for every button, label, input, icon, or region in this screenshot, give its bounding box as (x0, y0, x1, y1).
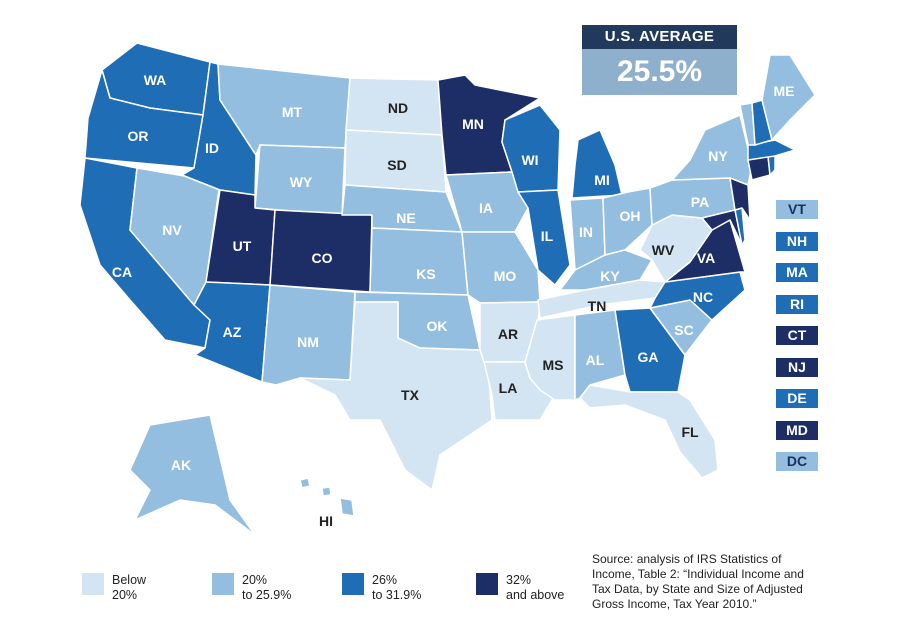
state-HI[interactable] (299, 477, 311, 489)
legend-swatch (82, 573, 104, 595)
state-label-me: ME (774, 83, 795, 99)
state-label-ut: UT (233, 238, 252, 254)
state-label-ks: KS (416, 266, 435, 282)
state-label-tx: TX (401, 387, 420, 403)
legend-swatch (342, 573, 364, 595)
state-label-mi: MI (594, 172, 610, 188)
state-label-ar: AR (498, 326, 518, 342)
state-label-il: IL (541, 228, 554, 244)
state-label-tn: TN (588, 298, 607, 314)
us-average-label: U.S. AVERAGE (582, 25, 737, 49)
small-state-md[interactable]: MD (776, 420, 818, 440)
state-label-nc: NC (693, 289, 713, 305)
state-label-mn: MN (462, 116, 484, 132)
legend-label: 20% to 25.9% (242, 573, 292, 602)
small-state-de[interactable]: DE (776, 389, 818, 408)
legend-32-and-above: 32% and above (476, 573, 596, 603)
state-label-sd: SD (387, 157, 406, 173)
legend-label: 26% to 31.9% (372, 573, 422, 602)
state-label-ca: CA (112, 264, 132, 280)
state-label-ny: NY (708, 148, 728, 164)
state-label-al: AL (586, 352, 605, 368)
state-label-wy: WY (290, 174, 313, 190)
state-label-wa: WA (144, 72, 167, 88)
state-IA[interactable] (445, 171, 529, 233)
small-state-dc[interactable]: DC (776, 452, 818, 471)
state-label-ky: KY (600, 268, 620, 284)
state-label-ms: MS (543, 357, 564, 373)
state-label-ok: OK (427, 318, 448, 334)
state-label-nv: NV (162, 222, 182, 238)
state-HI-2[interactable] (321, 486, 332, 497)
state-label-nm: NM (297, 334, 319, 350)
state-label-ia: IA (479, 200, 493, 216)
state-MD[interactable] (701, 209, 743, 246)
state-label-oh: OH (620, 208, 641, 224)
us-average-box: U.S. AVERAGE 25.5% (582, 25, 737, 95)
small-state-ma[interactable]: MA (776, 263, 818, 282)
state-label-id: ID (205, 140, 219, 156)
state-label-in: IN (579, 224, 593, 240)
small-state-vt[interactable]: VT (776, 200, 818, 219)
us-average-value: 25.5% (582, 49, 737, 95)
legend-swatch (212, 573, 234, 595)
state-RI[interactable] (767, 155, 776, 176)
legend-20-to-25-9: 20% to 25.9% (212, 573, 332, 603)
state-label-nd: ND (388, 100, 408, 116)
legend-label: 32% and above (506, 573, 565, 602)
state-KS[interactable] (369, 227, 469, 296)
state-label-fl: FL (681, 424, 699, 440)
state-label-mo: MO (494, 268, 517, 284)
state-label-hi: HI (319, 513, 333, 529)
legend-below-20: Below 20% (82, 573, 202, 603)
small-state-nj[interactable]: NJ (776, 357, 818, 377)
state-label-wv: WV (652, 242, 675, 258)
state-label-az: AZ (223, 324, 242, 340)
state-label-ga: GA (638, 349, 659, 365)
state-label-sc: SC (674, 322, 693, 338)
source-note: Source: analysis of IRS Statistics of In… (592, 552, 804, 611)
legend-swatch (476, 573, 498, 595)
state-label-mt: MT (282, 104, 303, 120)
state-IL[interactable] (517, 189, 571, 286)
small-states-list: VT NH MA RI CT NJ DE MD DC (776, 200, 818, 484)
state-label-co: CO (312, 250, 333, 266)
small-state-nh[interactable]: NH (776, 231, 818, 251)
state-label-ne: NE (396, 210, 415, 226)
state-label-pa: PA (691, 194, 709, 210)
small-state-ct[interactable]: CT (776, 326, 818, 345)
state-label-wi: WI (521, 152, 538, 168)
state-TX[interactable] (299, 301, 493, 491)
state-NJ[interactable] (729, 177, 751, 221)
state-label-la: LA (499, 380, 518, 396)
state-HI-3[interactable] (339, 497, 355, 517)
state-ME[interactable] (761, 54, 816, 141)
state-label-or: OR (128, 128, 149, 144)
state-AK[interactable] (129, 414, 256, 536)
legend-label: Below 20% (112, 573, 147, 602)
state-FL[interactable] (579, 384, 719, 479)
state-label-ak: AK (171, 457, 191, 473)
state-label-va: VA (697, 250, 715, 266)
legend-26-to-31-9: 26% to 31.9% (342, 573, 462, 603)
small-state-ri[interactable]: RI (776, 294, 818, 314)
us-map: WA OR CA ID NV MT WY UT CO AZ NM ND SD NE KS OK TX MN IA MO… (79, 42, 816, 536)
